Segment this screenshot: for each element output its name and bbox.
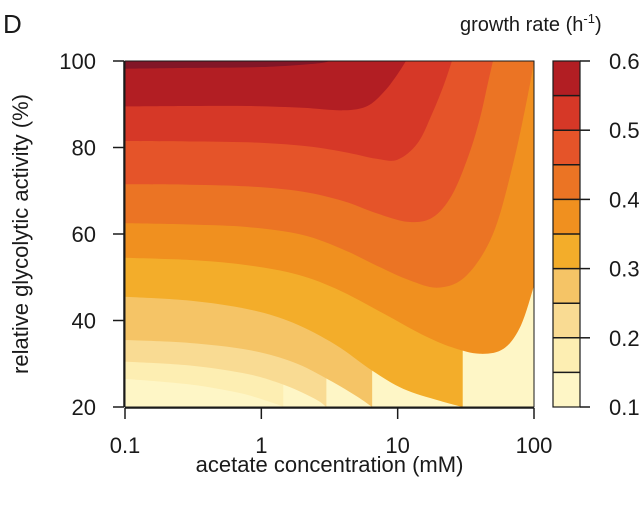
- colorbar-tick-label: 0.5: [609, 118, 640, 143]
- contour-band: [125, 61, 331, 69]
- colorbar-segment: [553, 268, 580, 304]
- y-tick-label: 20: [72, 395, 96, 420]
- colorbar-title-main: growth rate (h: [460, 14, 583, 36]
- colorbar-title-suffix: ): [595, 14, 602, 36]
- colorbar-title-superscript: -1: [583, 11, 595, 26]
- contour-band: [125, 61, 406, 111]
- x-tick-label: 1: [255, 433, 267, 458]
- y-tick-label: 40: [72, 309, 96, 334]
- colorbar-segment: [553, 95, 580, 131]
- colorbar-tick-label: 0.6: [609, 49, 640, 74]
- x-tick-label: 0.1: [110, 433, 141, 458]
- colorbar-tick-label: 0.1: [609, 395, 640, 420]
- colorbar-border: [552, 60, 581, 408]
- colorbar-segment: [553, 199, 580, 234]
- colorbar-tick-label: 0.2: [609, 326, 640, 351]
- colorbar-segment: [553, 234, 580, 269]
- colorbar: 0.1 0.2 0.3 0.4 0.5 0.6: [552, 49, 640, 420]
- colorbar-title: growth rate (h-1): [460, 11, 602, 36]
- panel-label: D: [3, 9, 22, 39]
- colorbar-tick-label: 0.4: [609, 187, 640, 212]
- y-axis: 20 40 60 80 100: [59, 49, 125, 420]
- colorbar-segment: [553, 164, 580, 200]
- colorbar-segment: [553, 337, 580, 373]
- plot-area-border: [124, 60, 535, 408]
- y-tick-label: 60: [72, 222, 96, 247]
- colorbar-segment: [553, 61, 580, 96]
- y-tick-label: 100: [59, 49, 96, 74]
- colorbar-segment: [553, 130, 580, 165]
- x-axis: 0.1 1 10 100: [110, 407, 553, 458]
- x-tick-label: 100: [516, 433, 553, 458]
- x-tick-label: 10: [385, 433, 409, 458]
- y-axis-title: relative glycolytic activity (%): [8, 94, 33, 374]
- contour-bands: [125, 61, 534, 407]
- y-tick-label: 80: [72, 136, 96, 161]
- colorbar-segment: [553, 303, 580, 338]
- colorbar-segment: [553, 372, 580, 407]
- colorbar-tick-label: 0.3: [609, 257, 640, 282]
- x-axis-title: acetate concentration (mM): [196, 452, 464, 477]
